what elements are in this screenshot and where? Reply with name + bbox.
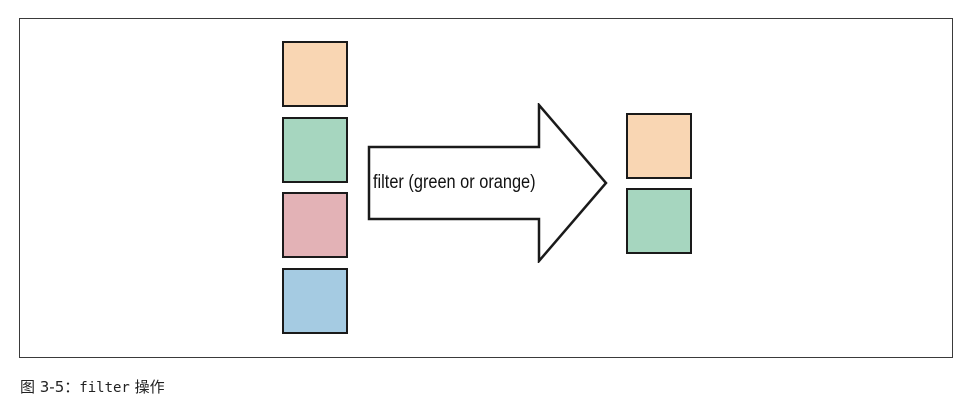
output-square-green xyxy=(626,188,692,254)
input-square-red xyxy=(282,192,348,258)
arrow-label: filter (green or orange) xyxy=(373,172,536,193)
input-square-blue xyxy=(282,268,348,334)
filter-arrow xyxy=(367,103,608,263)
input-square-green xyxy=(282,117,348,183)
caption-prefix: 图 3-5： xyxy=(20,378,80,396)
input-square-orange xyxy=(282,41,348,107)
caption-code: filter xyxy=(79,380,130,396)
caption-suffix: 操作 xyxy=(129,378,165,396)
figure-caption: 图 3-5：filter 操作 xyxy=(20,376,165,398)
output-square-orange xyxy=(626,113,692,179)
